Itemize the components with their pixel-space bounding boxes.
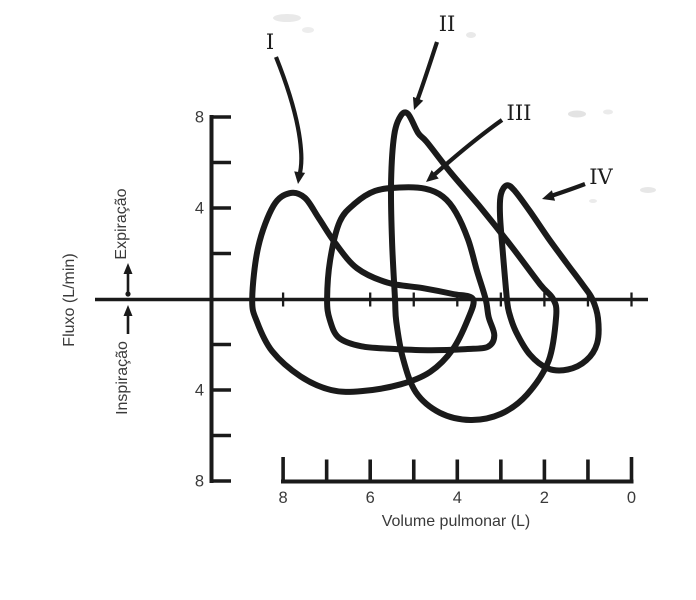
loop-II-arrow (415, 41, 439, 102)
loop-I-arrowhead-icon (294, 171, 306, 184)
smudge (466, 32, 476, 38)
y-tick-label: 8 (195, 109, 204, 127)
scan-artifacts (273, 14, 656, 203)
inspiration-label: Inspiração (114, 341, 131, 415)
y-axis-ticks (210, 115, 231, 483)
smudge (302, 27, 314, 33)
loop-I-label: I (266, 30, 274, 54)
x-tick-label: 4 (453, 489, 462, 507)
x-tick-label: 8 (279, 489, 288, 507)
loop-II-label: II (439, 12, 456, 36)
inspiration-direction-arrow-icon (123, 305, 133, 334)
x-tick-label: 2 (540, 489, 549, 507)
smudge (273, 14, 301, 22)
smudge (568, 110, 586, 118)
loop-annotations: I II III IV (266, 12, 614, 201)
expiration-label: Expiração (113, 188, 130, 259)
expiration-direction-arrow-icon (123, 263, 133, 297)
smudge (640, 187, 656, 193)
x-axis: 8 6 4 2 0 Volume pulmonar (L) (279, 457, 637, 530)
smudge (603, 109, 613, 115)
loop-III-curve (324, 184, 498, 354)
x-axis-title: Volume pulmonar (L) (382, 513, 531, 530)
loop-II-arrowhead-icon (412, 96, 424, 110)
smudge (589, 199, 597, 203)
y-axis-tick-labels: 8 4 4 8 (195, 109, 204, 491)
x-axis-tick-labels: 8 6 4 2 0 (279, 489, 637, 507)
loop-III-arrow (432, 118, 504, 177)
y-tick-label: 8 (195, 473, 204, 491)
loop-III-arrowhead-icon (426, 170, 439, 182)
y-axis: 8 4 4 8 Fluxo (L/min) Expiração Inspiração (61, 109, 231, 491)
y-tick-label: 4 (195, 200, 204, 218)
loop-IV-arrow (550, 182, 586, 198)
x-tick-label: 6 (366, 489, 375, 507)
loop-I-arrow (274, 56, 304, 178)
y-tick-label: 4 (195, 382, 204, 400)
y-axis-title: Fluxo (L/min) (61, 253, 78, 346)
loop-IV-curve (496, 182, 602, 374)
loop-II-curve (387, 109, 560, 424)
x-tick-label: 0 (627, 489, 636, 507)
loop-IV-arrowhead-icon (542, 190, 556, 201)
loop-IV-label: IV (589, 165, 613, 189)
loop-curves (249, 109, 602, 424)
loop-I-curve (249, 189, 477, 395)
loop-III-label: III (507, 101, 532, 125)
x-axis-ticks (281, 457, 634, 481)
zero-flow-axis (95, 292, 648, 307)
